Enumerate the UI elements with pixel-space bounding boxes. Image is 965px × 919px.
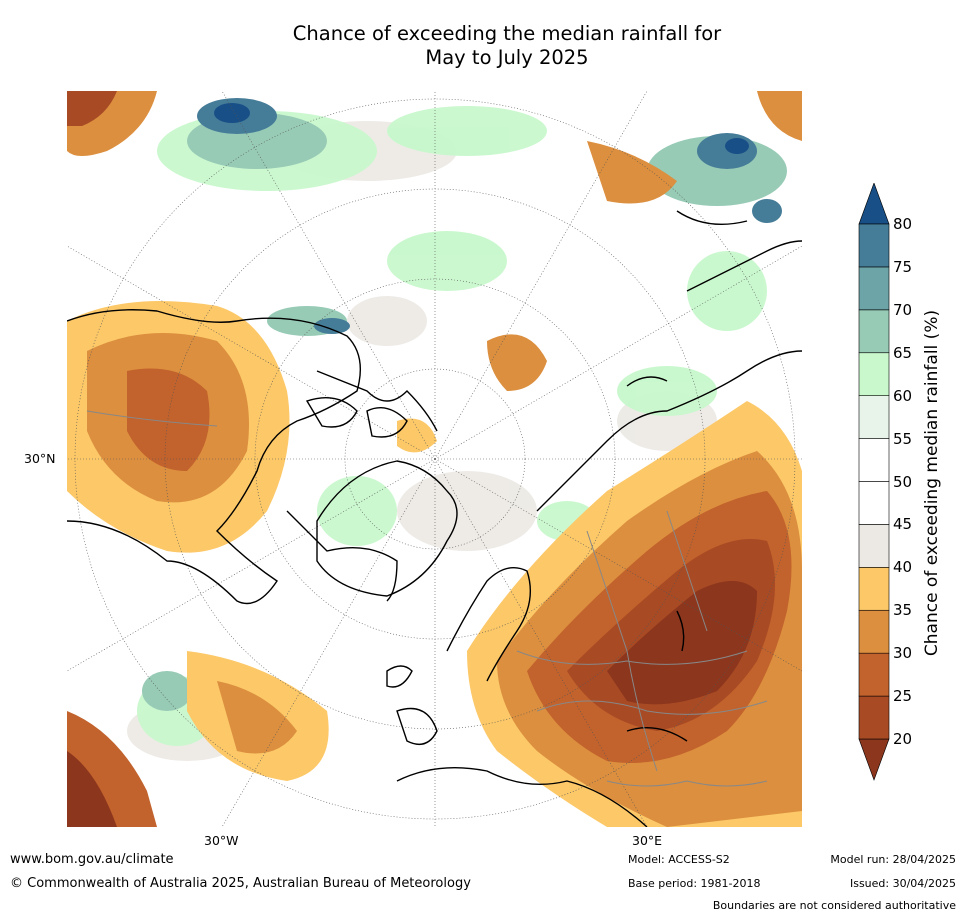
colorbar-tick-label: 30 <box>893 644 913 663</box>
title-line-2: May to July 2025 <box>425 46 589 69</box>
colorbar-segment <box>858 695 890 740</box>
colorbar-tick-label: 20 <box>893 730 913 748</box>
colorbar-segment <box>858 438 890 482</box>
footer-copyright: © Commonwealth of Australia 2025, Austra… <box>10 876 471 891</box>
colorbar-segment <box>858 652 890 697</box>
colorbar-segment <box>858 223 890 268</box>
dry-eurasia <box>397 334 802 827</box>
colorbar-segment <box>858 524 890 568</box>
colorbar-under-arrow <box>858 738 890 781</box>
wet-regions-extreme <box>214 103 749 154</box>
lon-label-30w: 30°W <box>204 833 239 848</box>
footer-disclaimer: Boundaries are not considered authoritat… <box>712 899 956 912</box>
footer-model: Model: ACCESS-S2 <box>628 853 730 866</box>
coastlines <box>67 210 802 827</box>
graticule <box>67 91 802 827</box>
dry-north-america <box>67 301 329 781</box>
colorbar-tick-label: 70 <box>893 300 913 319</box>
footer-model-run: Model run: 28/04/2025 <box>830 853 956 866</box>
footer-issued: Issued: 30/04/2025 <box>849 877 956 890</box>
colorbar-tick-label: 35 <box>893 601 913 620</box>
colorbar-segment <box>858 567 890 611</box>
dry-corners <box>67 91 802 827</box>
colorbar-over-arrow <box>858 182 890 225</box>
lat-label-30n: 30°N <box>24 451 56 466</box>
colorbar-segment <box>858 266 890 311</box>
colorbar-segment <box>858 352 890 396</box>
borders <box>86 410 768 787</box>
colorbar-tick-label: 55 <box>893 429 913 448</box>
colorbar-tick-label: 80 <box>893 215 913 233</box>
colorbar-segment <box>858 395 890 439</box>
colorbar-tick-label: 75 <box>893 257 913 276</box>
colorbar <box>857 182 891 787</box>
chart-title: Chance of exceeding the median rainfall … <box>0 22 965 70</box>
colorbar-segment <box>858 481 890 525</box>
colorbar-svg <box>858 182 890 781</box>
forecast-map <box>67 91 802 827</box>
colorbar-tick-label: 40 <box>893 558 913 577</box>
colorbar-segment <box>858 609 890 654</box>
map-canvas <box>67 91 802 827</box>
colorbar-tick-label: 50 <box>893 472 913 491</box>
colorbar-tick-label: 45 <box>893 515 913 534</box>
lon-label-30e: 30°E <box>632 833 663 848</box>
footer-website[interactable]: www.bom.gov.au/climate <box>10 852 174 867</box>
colorbar-tick-label: 60 <box>893 386 913 405</box>
colorbar-label: Chance of exceeding median rainfall (%) <box>922 309 942 657</box>
title-line-1: Chance of exceeding the median rainfall … <box>292 22 722 45</box>
colorbar-tick-label: 65 <box>893 343 913 362</box>
colorbar-segment <box>858 309 890 354</box>
footer-base-period: Base period: 1981-2018 <box>628 877 761 890</box>
colorbar-tick-label: 25 <box>893 687 913 706</box>
